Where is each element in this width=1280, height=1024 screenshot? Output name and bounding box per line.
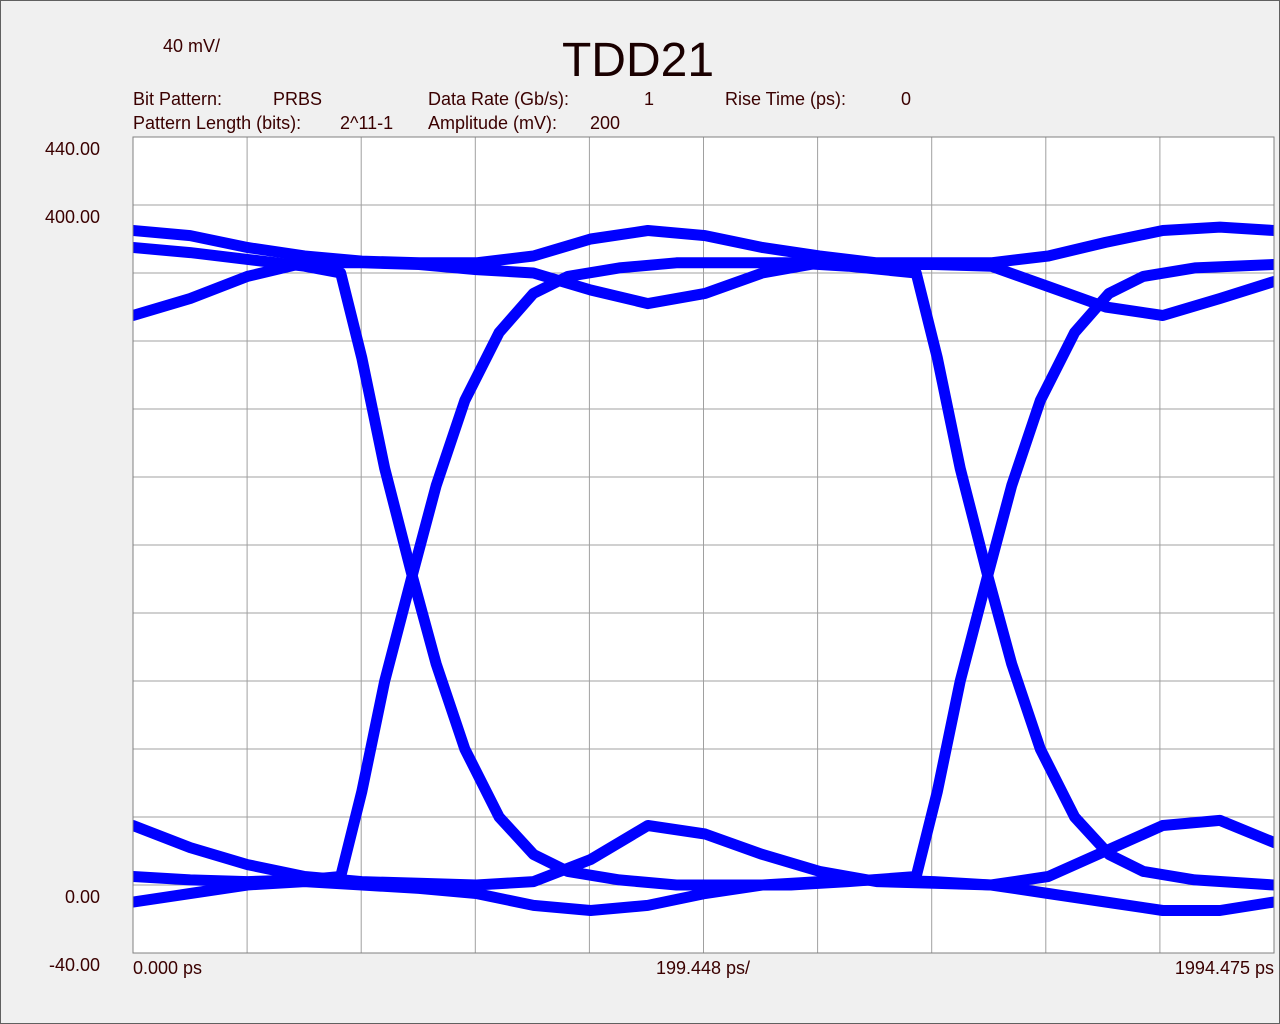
info-label: Data Rate (Gb/s): (428, 89, 569, 109)
info-value: 0 (901, 89, 911, 109)
y-tick-label: 400.00 (45, 207, 100, 227)
info-value: 2^11-1 (340, 113, 393, 133)
x-tick-label: 1994.475 ps (1175, 958, 1274, 978)
info-value: 1 (644, 89, 654, 109)
eye-trace (133, 874, 1274, 916)
x-tick-label: 0.000 ps (133, 958, 202, 978)
traces (133, 221, 1274, 916)
eye-trace (133, 221, 1274, 269)
info-label: Rise Time (ps): (725, 89, 846, 109)
y-division: 40 mV/ (163, 36, 220, 56)
y-tick-label: -40.00 (49, 955, 100, 975)
eye-trace (133, 242, 1274, 891)
eye-trace (133, 257, 1274, 891)
x-division: 199.448 ps/ (656, 958, 750, 978)
info-value: PRBS (273, 89, 322, 109)
plot-border (132, 136, 1275, 954)
info-label: Amplitude (mV): (428, 113, 557, 133)
info-label: Pattern Length (bits): (133, 113, 301, 133)
y-tick-label: 440.00 (45, 139, 100, 159)
info-value: 200 (590, 113, 620, 133)
info-label: Bit Pattern: (133, 89, 222, 109)
chart-title: TDD21 (562, 34, 714, 87)
y-tick-label: 0.00 (65, 887, 100, 907)
